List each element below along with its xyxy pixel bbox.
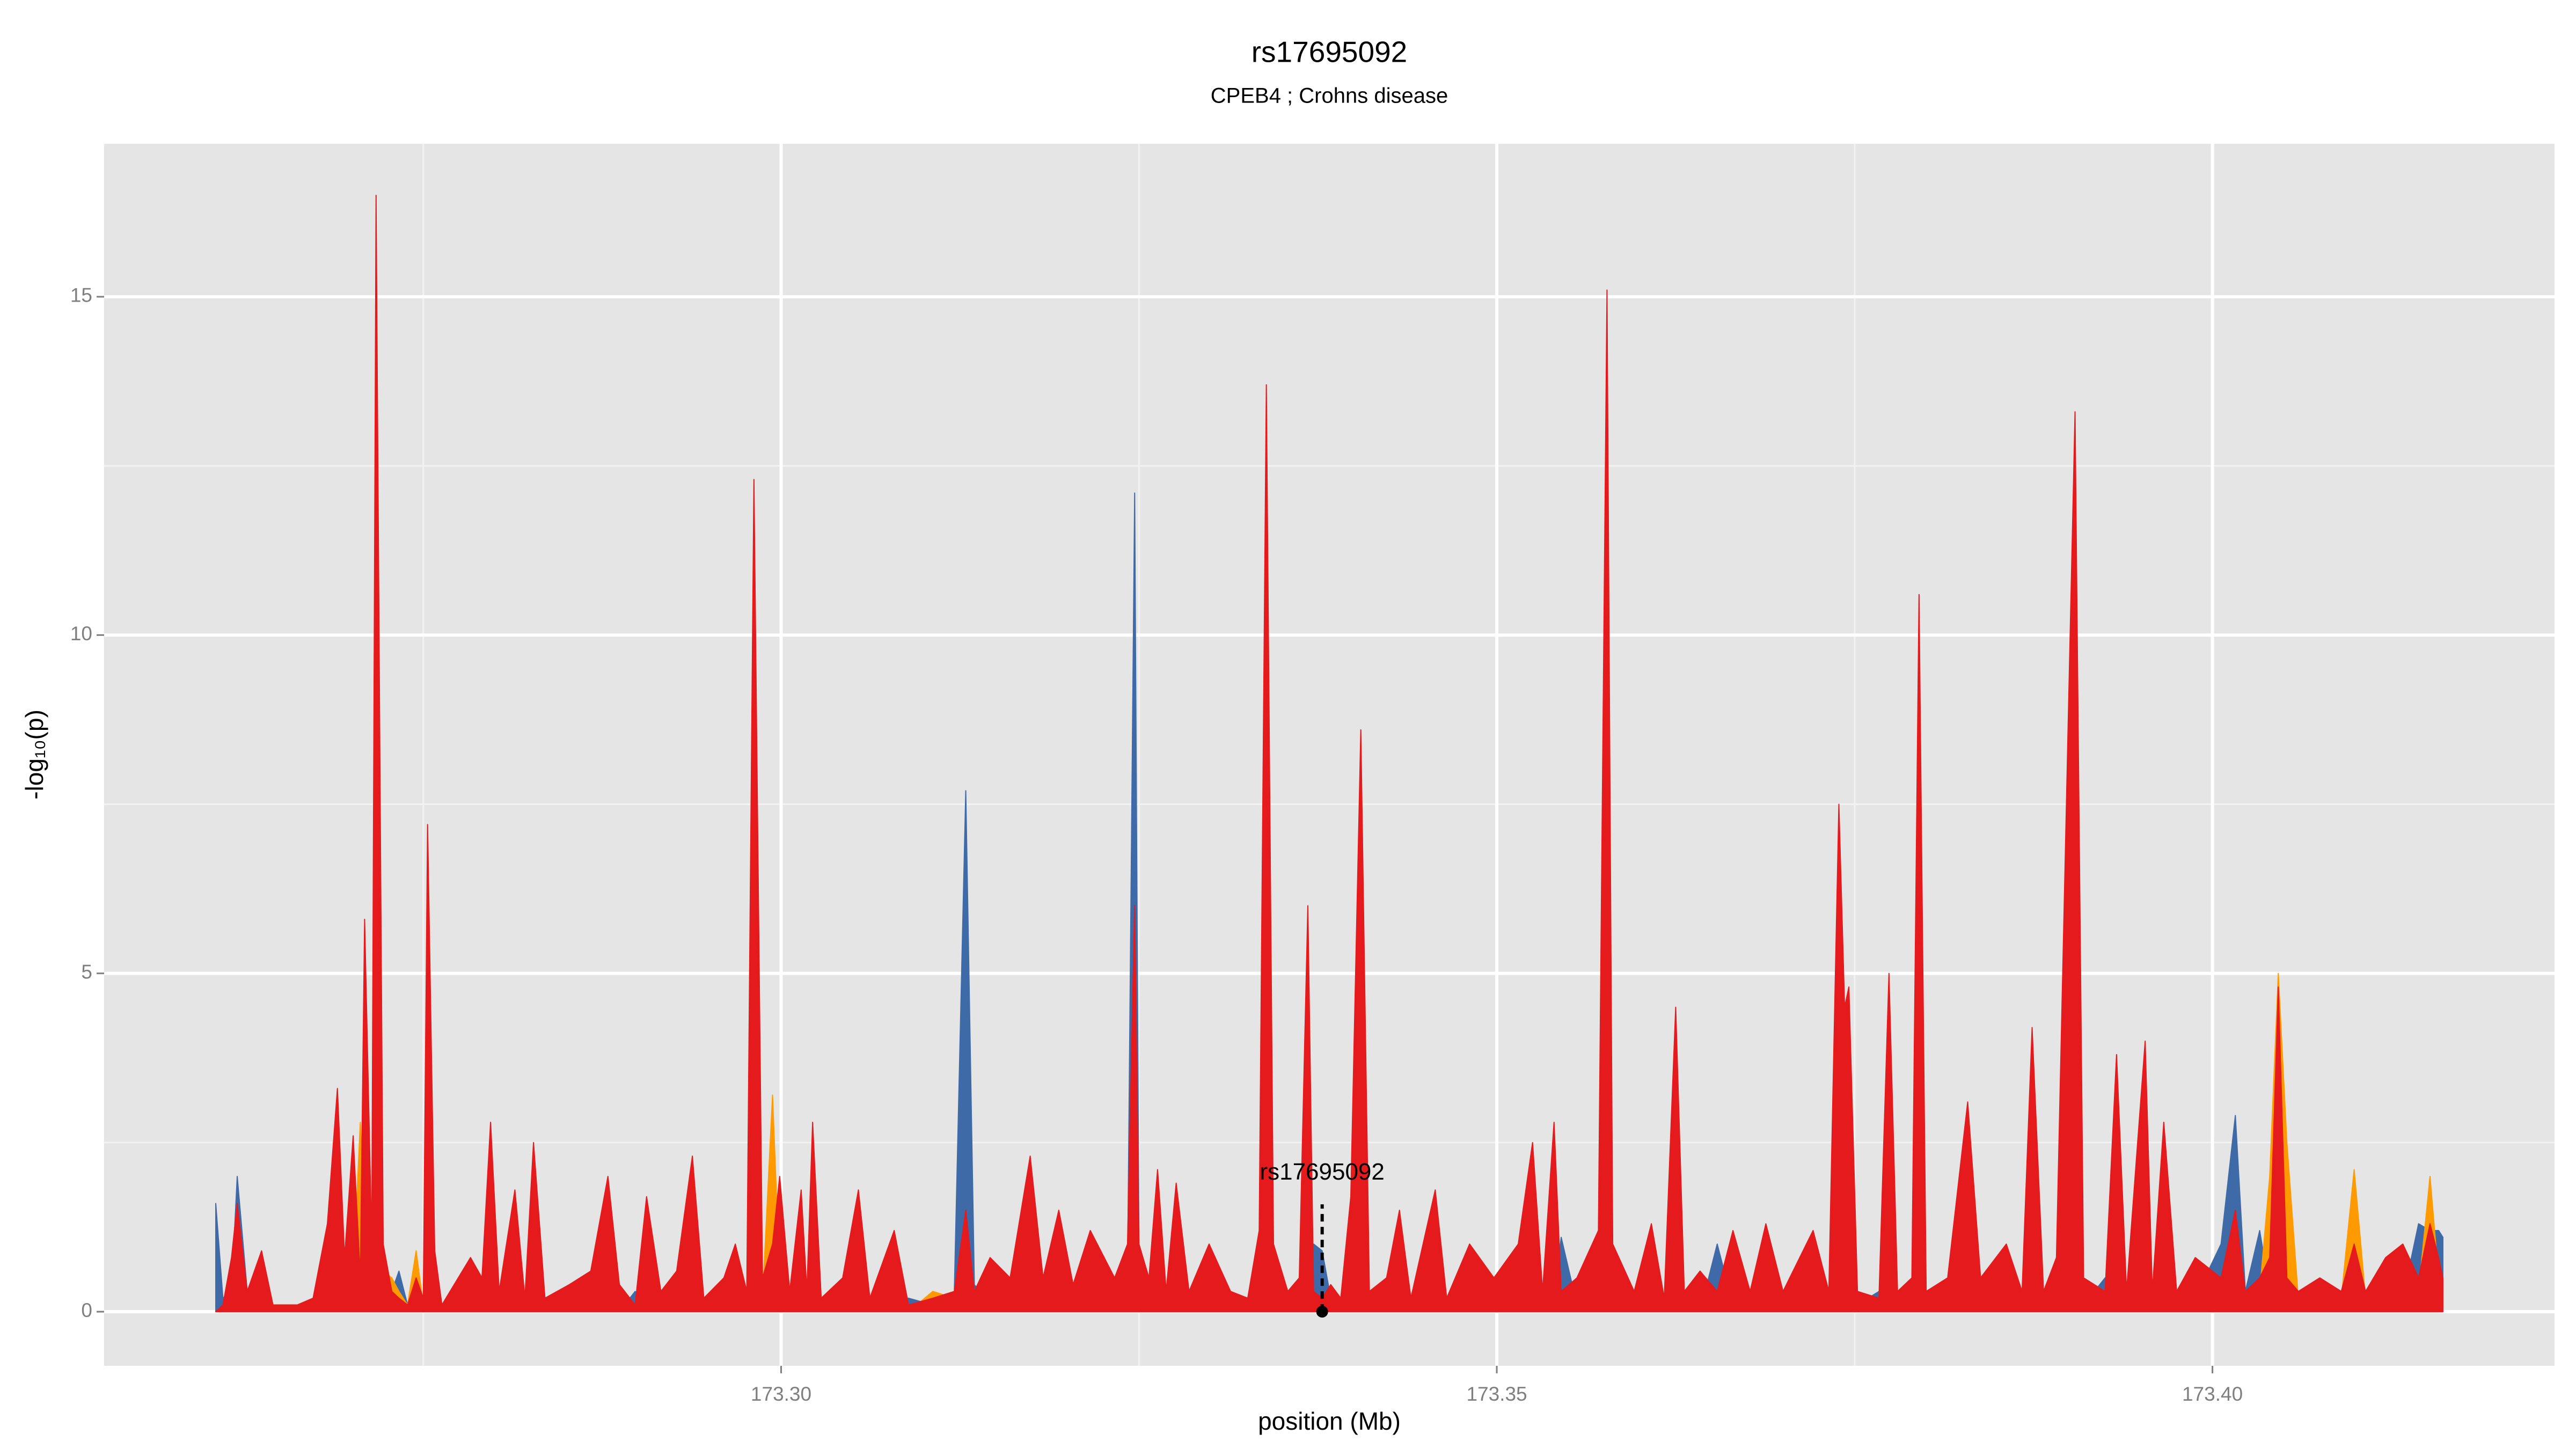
x-axis-label: position (Mb) <box>1258 1407 1401 1435</box>
y-tick-label: 0 <box>81 1299 92 1321</box>
annotation-label: rs17695092 <box>1260 1159 1384 1185</box>
x-tick-label: 173.40 <box>2182 1383 2243 1405</box>
y-axis-label: -log₁₀(p) <box>20 709 48 800</box>
chart-subtitle: CPEB4 ; Crohns disease <box>1211 84 1448 108</box>
annotation-point <box>1316 1306 1328 1318</box>
y-tick-label: 15 <box>70 284 92 306</box>
x-tick-label: 173.30 <box>751 1383 811 1405</box>
x-tick-label: 173.35 <box>1466 1383 1527 1405</box>
y-tick-label: 5 <box>81 961 92 983</box>
area-series <box>215 194 2443 1313</box>
chart-title: rs17695092 <box>1252 35 1408 69</box>
y-tick-label: 10 <box>70 623 92 645</box>
